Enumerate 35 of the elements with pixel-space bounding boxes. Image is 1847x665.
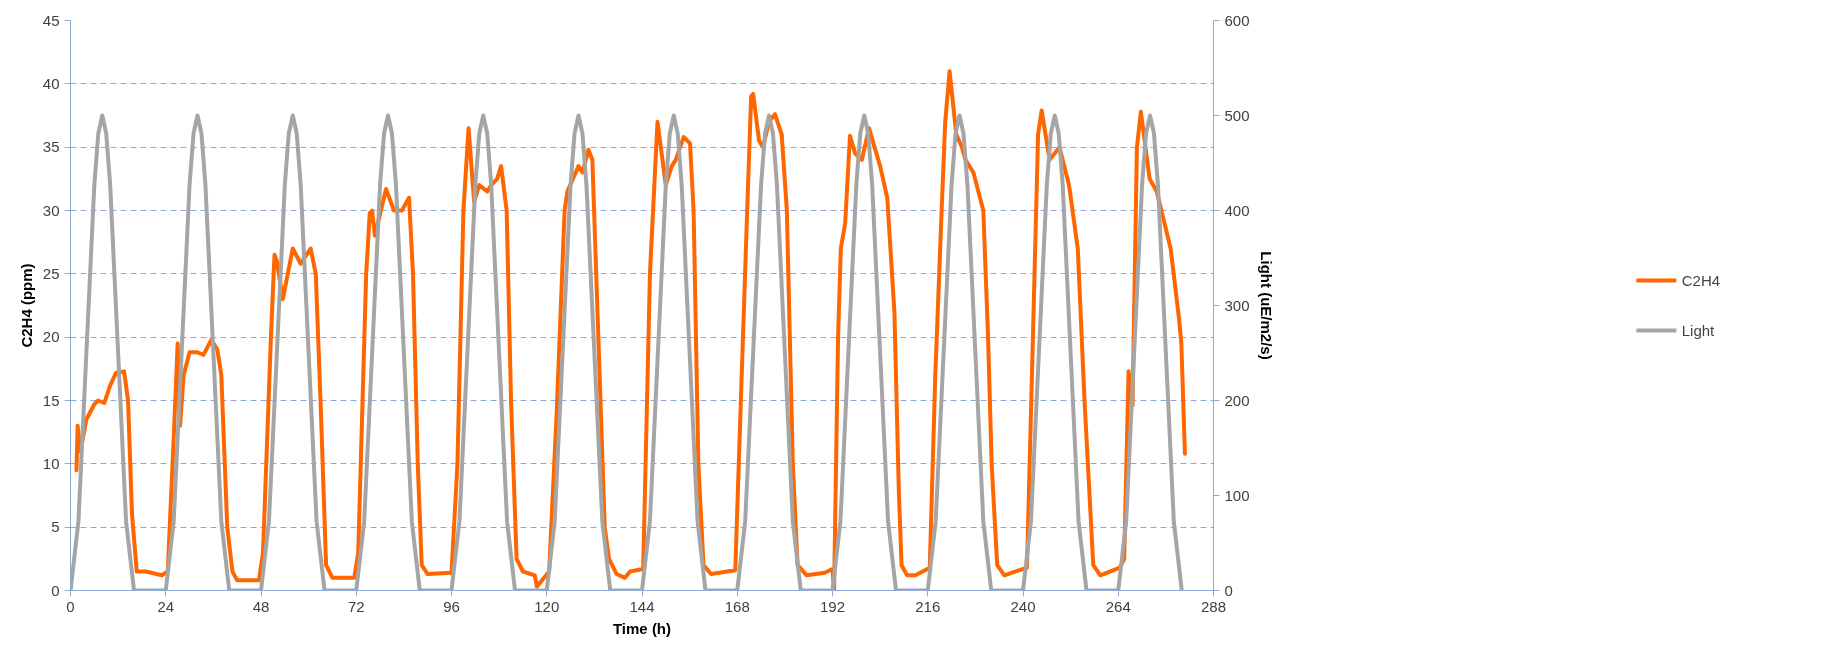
x-axis-title: Time (h)	[612, 619, 672, 637]
y2-tick-label: 100	[1224, 486, 1250, 504]
y2-tick-label: 200	[1224, 391, 1250, 409]
x-tick-label: 96	[443, 597, 460, 615]
legend-label: C2H4	[1681, 271, 1721, 289]
y-tick-label: 10	[42, 454, 60, 472]
y2-axis-title: Light (uE/m2/s)	[1257, 251, 1275, 360]
x-tick-label: 120	[534, 597, 560, 615]
y-tick-label: 45	[42, 11, 60, 29]
y-tick-label: 40	[42, 74, 60, 92]
x-tick-label: 216	[915, 597, 941, 615]
y2-tick-label: 300	[1224, 296, 1250, 314]
y-tick-label: 30	[42, 201, 60, 219]
y2-tick-label: 600	[1224, 11, 1250, 29]
legend-label: Light	[1681, 321, 1715, 339]
x-tick-label: 192	[819, 597, 846, 615]
x-tick-label: 240	[1010, 597, 1036, 615]
y-axis-title: C2H4 (ppm)	[17, 263, 35, 348]
x-tick-label: 48	[252, 597, 270, 615]
y-tick-label: 35	[42, 138, 60, 156]
y2-tick-label: 400	[1224, 201, 1250, 219]
x-tick-label: 264	[1105, 597, 1131, 615]
x-tick-label: 288	[1200, 597, 1227, 615]
x-tick-label: 72	[347, 597, 365, 615]
y-tick-label: 15	[42, 391, 60, 409]
y2-tick-label: 0	[1224, 581, 1233, 599]
x-tick-label: 24	[157, 597, 175, 615]
y-tick-label: 20	[42, 328, 60, 346]
y-tick-label: 25	[42, 264, 60, 282]
y-tick-label: 5	[51, 518, 60, 536]
x-tick-label: 0	[66, 597, 75, 615]
x-tick-label: 168	[724, 597, 750, 615]
y2-tick-label: 500	[1224, 106, 1250, 124]
x-tick-label: 144	[629, 597, 655, 615]
y-tick-label: 0	[51, 581, 60, 599]
